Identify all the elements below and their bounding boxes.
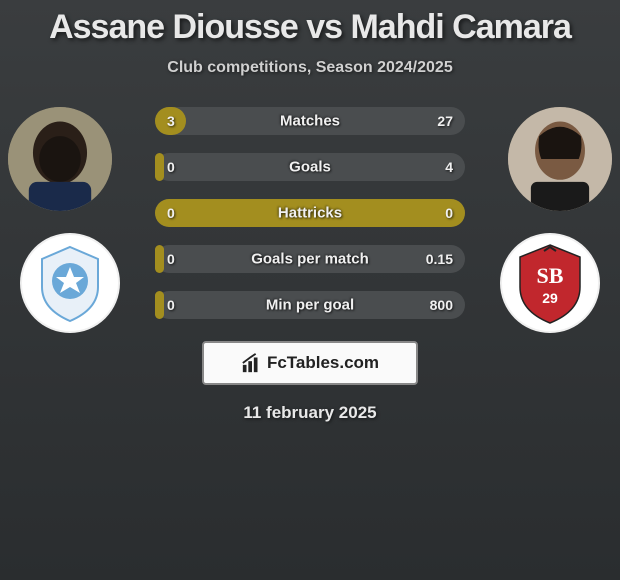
club-left-crest — [20, 233, 120, 333]
stat-bar: 0 0.15 Goals per match — [155, 245, 465, 273]
stat-bar: 0 800 Min per goal — [155, 291, 465, 319]
date-text: 11 february 2025 — [0, 403, 620, 423]
stat-label: Goals — [289, 159, 331, 176]
stat-left-value: 0 — [167, 205, 175, 221]
stat-label: Min per goal — [266, 297, 354, 314]
stat-bar: 3 27 Matches — [155, 107, 465, 135]
subtitle: Club competitions, Season 2024/2025 — [0, 59, 620, 77]
stat-right-value: 0 — [445, 205, 453, 221]
stat-label: Matches — [280, 113, 340, 130]
stat-left-value: 0 — [167, 159, 175, 175]
player-right-avatar — [508, 107, 612, 211]
svg-text:SB: SB — [537, 263, 564, 288]
club-right-crest: SB 29 — [500, 233, 600, 333]
brand-text: FcTables.com — [267, 353, 379, 373]
stat-left-value: 3 — [167, 113, 175, 129]
stat-label: Goals per match — [251, 251, 369, 268]
stat-bar: 0 0 Hattricks — [155, 199, 465, 227]
player-left-avatar — [8, 107, 112, 211]
stat-right-value: 4 — [445, 159, 453, 175]
stat-left-value: 0 — [167, 297, 175, 313]
svg-text:29: 29 — [542, 290, 558, 306]
stat-left-value: 0 — [167, 251, 175, 267]
chart-icon — [241, 352, 263, 374]
stat-right-value: 0.15 — [426, 251, 453, 267]
stats-bars: 3 27 Matches 0 4 Goals 0 0 Hattricks 0 0.15 Goals p… — [155, 107, 465, 319]
comparison-content: SB 29 3 27 Matches 0 4 Goals 0 0 Hattricks 0 0.15 G… — [0, 107, 620, 319]
stat-right-value: 800 — [430, 297, 453, 313]
brand-box: FcTables.com — [202, 341, 418, 385]
stat-right-value: 27 — [437, 113, 453, 129]
stat-label: Hattricks — [278, 205, 342, 222]
page-title: Assane Diousse vs Mahdi Camara — [0, 8, 620, 47]
stat-bar: 0 4 Goals — [155, 153, 465, 181]
